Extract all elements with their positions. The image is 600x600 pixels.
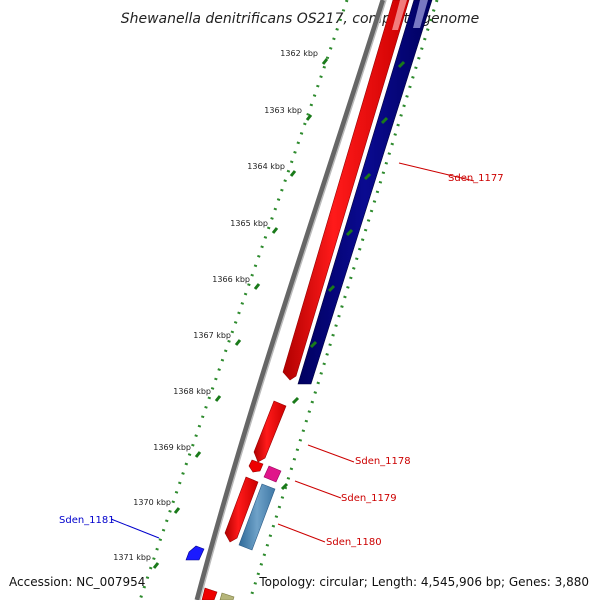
leader-sden-1178: [307, 444, 355, 463]
gene-label-sden-1181[interactable]: Sden_1181: [59, 515, 115, 526]
ruler-label: 1367 kbp: [193, 331, 231, 340]
gene-sden-1181[interactable]: [185, 545, 205, 561]
outer-tick: [363, 172, 372, 181]
outer-ruler-track: [248, 0, 439, 600]
major-tick: [173, 507, 181, 514]
major-tick: [253, 283, 261, 290]
outer-tick: [397, 60, 406, 69]
accession-text: Accession: NC_007954: [9, 575, 145, 589]
gene-sden-1180-forward[interactable]: [224, 476, 259, 543]
ruler-labels: 1362 kbp 1363 kbp 1364 kbp 1365 kbp 1366…: [113, 49, 318, 562]
ruler-track: [138, 0, 349, 600]
ruler-label: 1370 kbp: [133, 498, 171, 507]
ruler-label: 1369 kbp: [153, 443, 191, 452]
backbone-line: [194, 0, 386, 600]
backbone-highlight: [199, 0, 387, 600]
gene-partial-red[interactable]: [201, 587, 218, 600]
major-tick: [152, 562, 160, 569]
ruler-label: 1368 kbp: [173, 387, 211, 396]
ruler-label: 1365 kbp: [230, 219, 268, 228]
ruler-label: 1364 kbp: [247, 162, 285, 171]
major-tick: [234, 339, 242, 346]
outer-tick: [291, 396, 300, 405]
leader-sden-1179: [294, 480, 342, 499]
ruler-label: 1362 kbp: [280, 49, 318, 58]
outer-tick: [380, 116, 389, 125]
major-tick: [305, 114, 313, 121]
major-tick: [321, 58, 329, 65]
leader-sden-1180: [277, 523, 326, 543]
ruler-label: 1363 kbp: [264, 106, 302, 115]
major-tick: [214, 395, 222, 402]
major-tick: [271, 227, 279, 234]
leader-sden-1177: [398, 162, 475, 182]
gene-highlight: [392, 0, 407, 30]
gene-highlight: [413, 0, 428, 28]
gene-label-sden-1180[interactable]: Sden_1180: [326, 537, 382, 548]
gene-small-red[interactable]: [248, 459, 264, 473]
leader-sden-1181: [110, 518, 160, 539]
outer-tick: [327, 284, 336, 293]
gene-steel-feature[interactable]: [238, 483, 276, 551]
outer-tick: [280, 482, 289, 491]
topology-text: Topology: circular; Length: 4,545,906 bp…: [258, 575, 589, 589]
gene-label-sden-1179[interactable]: Sden_1179: [341, 493, 397, 504]
ruler-major-ticks: [152, 58, 329, 569]
major-tick: [289, 170, 297, 177]
gene-sden-1179[interactable]: [263, 465, 282, 483]
outer-tick: [309, 340, 318, 349]
outer-tick: [345, 228, 354, 237]
gene-partial-olive[interactable]: [219, 592, 235, 600]
ruler-label: 1366 kbp: [212, 275, 250, 284]
major-tick: [194, 451, 202, 458]
gene-sden-1178-forward[interactable]: [253, 400, 287, 463]
gene-label-sden-1177[interactable]: Sden_1177: [448, 173, 504, 184]
ruler-label: 1371 kbp: [113, 553, 151, 562]
outer-major-ticks: [280, 60, 406, 491]
gene-label-sden-1178[interactable]: Sden_1178: [355, 456, 411, 467]
gene-sden-1177-forward[interactable]: [282, 0, 410, 381]
